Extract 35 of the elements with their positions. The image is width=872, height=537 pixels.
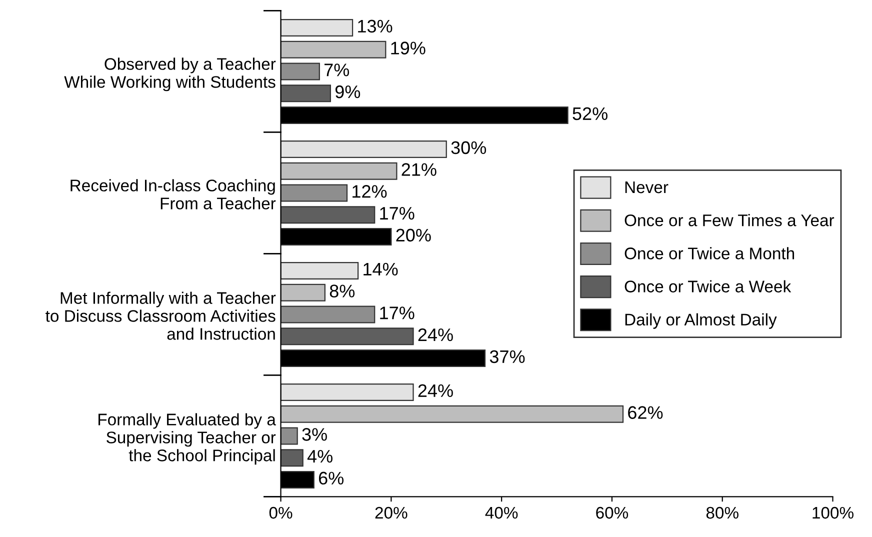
data-label: 14% xyxy=(364,262,398,276)
legend-label: Once or a Few Times a Year xyxy=(624,214,834,226)
data-label: 24% xyxy=(418,384,453,398)
data-label: 52% xyxy=(572,107,608,120)
data-label: 13% xyxy=(358,20,392,33)
x-tick-label: 0% xyxy=(269,506,292,519)
data-label: 7% xyxy=(324,64,350,76)
y-tick-label: Met Informally with a Teacher to Discuss Classroom Activities and Instruction xyxy=(46,292,276,340)
data-label: 17% xyxy=(380,306,414,320)
data-label: 30% xyxy=(451,141,486,154)
data-label: 6% xyxy=(318,472,344,485)
legend-label: Once or Twice a Week xyxy=(624,280,792,292)
data-label: 21% xyxy=(402,163,436,176)
legend-label: Never xyxy=(625,182,668,194)
y-tick-label: Formally Evaluated by a Supervising Teacher or the School Principal xyxy=(98,413,276,465)
legend-label: Once or Twice a Month xyxy=(624,247,794,260)
data-label: 37% xyxy=(490,350,525,364)
data-label: 9% xyxy=(335,85,360,98)
data-label: 62% xyxy=(628,406,663,419)
data-label: 8% xyxy=(330,284,355,298)
x-tick-label: 40% xyxy=(485,506,518,519)
data-label: 19% xyxy=(391,42,426,54)
x-tick-label: 80% xyxy=(706,506,738,519)
x-tick-label: 20% xyxy=(375,506,408,519)
data-label: 17% xyxy=(380,206,414,220)
y-tick-label: Observed by a Teacher While Working with Students xyxy=(64,58,276,92)
legend-label: Daily or Almost Daily xyxy=(625,313,777,329)
x-tick-label: 60% xyxy=(596,506,628,519)
y-tick-label: Received In-class Coaching From a Teacher xyxy=(70,179,276,210)
data-label: 20% xyxy=(396,228,431,242)
data-label: 3% xyxy=(302,428,327,441)
x-tick-label: 100% xyxy=(812,506,854,519)
data-label: 4% xyxy=(307,450,332,463)
data-label: 24% xyxy=(418,328,453,342)
data-label: 12% xyxy=(352,185,387,198)
